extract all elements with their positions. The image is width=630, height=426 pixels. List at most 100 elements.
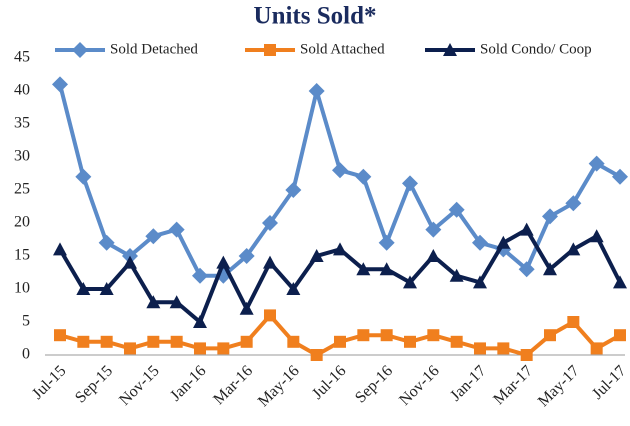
marker bbox=[285, 182, 302, 198]
marker bbox=[355, 168, 372, 185]
marker bbox=[356, 262, 371, 276]
marker bbox=[380, 329, 393, 342]
x-tick-label: Jan-16 bbox=[167, 362, 209, 404]
marker bbox=[589, 229, 604, 243]
marker bbox=[75, 168, 92, 185]
marker bbox=[333, 242, 347, 256]
marker bbox=[124, 342, 136, 355]
marker bbox=[262, 215, 278, 231]
marker bbox=[145, 228, 162, 245]
marker bbox=[332, 162, 348, 179]
marker bbox=[543, 262, 557, 276]
marker bbox=[427, 329, 440, 342]
marker bbox=[519, 222, 534, 236]
marker bbox=[264, 44, 276, 56]
marker bbox=[193, 315, 207, 328]
marker bbox=[169, 295, 184, 309]
marker bbox=[448, 201, 465, 218]
marker bbox=[497, 342, 510, 355]
marker bbox=[379, 262, 394, 276]
marker bbox=[425, 221, 442, 238]
marker bbox=[473, 275, 487, 289]
x-tick-label: Mar-17 bbox=[490, 362, 536, 408]
marker bbox=[542, 208, 558, 225]
marker bbox=[590, 342, 603, 355]
marker bbox=[98, 234, 115, 251]
marker bbox=[264, 309, 276, 322]
x-tick-label: Sep-16 bbox=[352, 362, 396, 406]
marker bbox=[309, 249, 324, 262]
y-tick-label: 20 bbox=[14, 214, 30, 231]
marker bbox=[566, 242, 581, 256]
marker bbox=[216, 255, 231, 269]
marker bbox=[443, 43, 457, 56]
marker bbox=[402, 175, 418, 192]
marker bbox=[357, 329, 370, 342]
marker bbox=[240, 335, 253, 348]
marker bbox=[496, 235, 511, 249]
x-tick-label: Jul-15 bbox=[29, 362, 69, 402]
marker bbox=[449, 268, 464, 282]
marker bbox=[403, 275, 417, 289]
marker bbox=[450, 335, 463, 348]
marker bbox=[565, 195, 582, 212]
marker bbox=[52, 76, 68, 93]
y-tick-label: 10 bbox=[14, 280, 30, 297]
x-tick-label: Sep-15 bbox=[72, 362, 116, 406]
marker bbox=[404, 335, 416, 348]
marker bbox=[147, 335, 160, 348]
y-tick-label: 25 bbox=[14, 181, 30, 198]
x-tick-label: Jul-17 bbox=[589, 362, 629, 402]
marker bbox=[613, 275, 627, 289]
x-tick-label: Mar-16 bbox=[210, 362, 256, 408]
x-tick-label: Nov-15 bbox=[116, 362, 163, 409]
marker bbox=[520, 349, 533, 361]
marker bbox=[77, 335, 90, 348]
marker bbox=[474, 342, 486, 355]
x-tick-label: Jul-16 bbox=[309, 362, 349, 402]
y-tick-label: 30 bbox=[14, 148, 30, 165]
marker bbox=[72, 42, 88, 58]
marker bbox=[146, 295, 161, 309]
marker bbox=[170, 335, 183, 348]
marker bbox=[217, 342, 230, 355]
marker bbox=[334, 335, 346, 348]
marker bbox=[308, 83, 325, 99]
marker bbox=[567, 316, 580, 328]
marker bbox=[286, 282, 301, 295]
y-tick-label: 15 bbox=[14, 247, 30, 264]
y-tick-label: 5 bbox=[22, 313, 30, 330]
x-tick-label: May-16 bbox=[255, 362, 303, 410]
marker bbox=[263, 255, 277, 269]
marker bbox=[378, 234, 395, 251]
marker bbox=[194, 342, 206, 355]
x-tick-label: Nov-16 bbox=[396, 362, 443, 409]
marker bbox=[612, 168, 628, 185]
marker bbox=[100, 335, 113, 348]
x-tick-label: Jan-17 bbox=[447, 362, 489, 404]
marker bbox=[99, 282, 114, 295]
legend-label: Sold Condo/ Coop bbox=[480, 41, 592, 57]
marker bbox=[310, 349, 323, 361]
marker bbox=[123, 255, 137, 269]
marker bbox=[614, 329, 626, 342]
marker bbox=[544, 329, 556, 342]
marker bbox=[518, 261, 535, 278]
marker bbox=[588, 155, 605, 172]
x-tick-label: May-17 bbox=[535, 362, 583, 410]
marker bbox=[53, 242, 67, 256]
y-tick-label: 40 bbox=[14, 82, 30, 99]
legend-label: Sold Attached bbox=[300, 41, 385, 57]
marker bbox=[192, 267, 208, 284]
marker bbox=[238, 248, 255, 264]
marker bbox=[54, 329, 66, 342]
marker bbox=[239, 301, 254, 315]
marker bbox=[168, 221, 185, 238]
y-tick-label: 0 bbox=[22, 346, 30, 363]
series-line bbox=[59, 312, 621, 358]
chart-title: Units Sold* bbox=[254, 3, 377, 30]
y-tick-label: 35 bbox=[14, 115, 30, 132]
marker bbox=[76, 282, 91, 295]
legend-label: Sold Detached bbox=[110, 41, 198, 57]
